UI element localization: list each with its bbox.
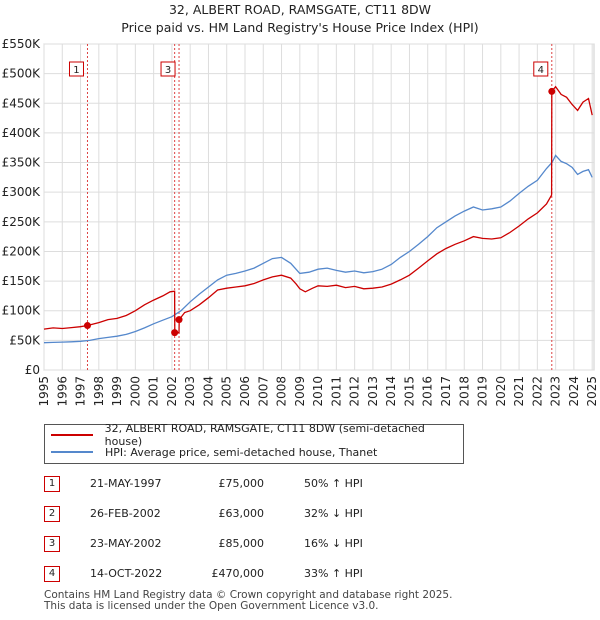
transaction-number: 3 — [44, 536, 60, 552]
legend-label-property: 32, ALBERT ROAD, RAMSGATE, CT11 8DW (sem… — [104, 422, 425, 448]
sale-point — [171, 329, 179, 337]
x-tick-label: 2006 — [238, 376, 252, 407]
y-tick-label: £100K — [2, 304, 42, 318]
table-row: 3 23-MAY-2002 £85,000 16% ↓ HPI — [44, 534, 464, 554]
y-tick-label: £500K — [2, 67, 42, 81]
chart-title: 32, ALBERT ROAD, RAMSGATE, CT11 8DW — [168, 2, 432, 17]
transaction-price: £85,000 — [218, 537, 265, 550]
marker-label-box — [160, 61, 176, 77]
chart-subtitle: Price paid vs. HM Land Registry's House … — [121, 20, 479, 35]
transaction-number: 4 — [44, 566, 60, 582]
x-tick-label: 2022 — [530, 376, 544, 407]
y-tick-label: £250K — [2, 215, 42, 229]
y-tick-label: £300K — [2, 185, 42, 199]
x-tick-label: 2009 — [293, 376, 307, 407]
x-tick-label: 2001 — [147, 376, 161, 407]
marker-label: 1 — [73, 65, 79, 76]
transaction-date: 14-OCT-2022 — [90, 567, 163, 580]
legend-swatch-property — [51, 434, 93, 436]
x-tick-label: 1997 — [74, 376, 88, 407]
x-tick-label: 2017 — [439, 376, 453, 407]
x-tick-label: 2023 — [549, 376, 563, 407]
y-tick-label: £400K — [2, 126, 42, 140]
x-tick-label: 2000 — [128, 376, 142, 407]
x-tick-label: 2007 — [256, 376, 270, 407]
marker-label: 3 — [165, 65, 171, 76]
x-tick-label: 2014 — [384, 376, 398, 407]
table-row: 4 14-OCT-2022 £470,000 33% ↑ HPI — [44, 564, 464, 584]
price-chart: £0 £50K £100K £150K £200K £250K £300K £350K £400… — [2, 37, 600, 407]
x-tick-label: 2021 — [512, 376, 526, 407]
x-tick-label: 2011 — [329, 376, 343, 407]
x-tick-label: 2008 — [275, 376, 289, 407]
footer-licence: This data is licensed under the Open Gov… — [44, 600, 379, 612]
x-tick-label: 2020 — [494, 376, 508, 407]
x-tick-label: 2013 — [366, 376, 380, 407]
footer: Contains HM Land Registry data © Crown c… — [44, 590, 452, 612]
x-tick-label: 2005 — [220, 376, 234, 407]
legend-item-property: 32, ALBERT ROAD, RAMSGATE, CT11 8DW (sem… — [51, 422, 463, 448]
transaction-price: £63,000 — [218, 507, 265, 520]
transaction-date: 26-FEB-2002 — [90, 507, 161, 520]
plot-area — [43, 43, 595, 371]
transaction-hpi: 32% ↓ HPI — [304, 507, 363, 520]
x-tick-label: 2019 — [476, 376, 490, 407]
marker-label-box — [68, 61, 84, 77]
transaction-date: 21-MAY-1997 — [90, 477, 162, 490]
y-tick-label: £0 — [25, 363, 40, 377]
transaction-date: 23-MAY-2002 — [90, 537, 162, 550]
y-tick-label: £450K — [2, 96, 42, 110]
x-tick-label: 2015 — [402, 376, 416, 407]
x-tick-label: 2003 — [183, 376, 197, 407]
legend-swatch-hpi — [51, 451, 93, 453]
y-tick-label: £150K — [2, 274, 42, 288]
footer-copyright: Contains HM Land Registry data © Crown c… — [44, 589, 453, 601]
y-tick-label: £550K — [2, 37, 42, 51]
marker-label: 4 — [538, 65, 544, 76]
x-tick-label: 2010 — [311, 376, 325, 407]
x-tick-label: 1995 — [37, 376, 51, 407]
x-tick-label: 2002 — [165, 376, 179, 407]
x-tick-label: 2018 — [457, 376, 471, 407]
sale-point — [83, 322, 91, 330]
x-tick-label: 1996 — [55, 376, 69, 407]
marker-label-box — [533, 61, 549, 77]
transaction-number: 2 — [44, 506, 60, 522]
legend-item-hpi: HPI: Average price, semi-detached house,… — [51, 444, 377, 460]
transaction-hpi: 33% ↑ HPI — [304, 567, 363, 580]
series-line — [43, 154, 593, 344]
sale-point — [548, 87, 556, 95]
x-tick-label: 2024 — [567, 376, 581, 407]
x-tick-label: 1998 — [92, 376, 106, 407]
x-tick-label: 2004 — [201, 376, 215, 407]
transaction-number: 1 — [44, 476, 60, 492]
x-tick-label: 1999 — [110, 376, 124, 407]
y-tick-label: £200K — [2, 244, 42, 258]
sale-point — [175, 316, 183, 324]
x-tick-label: 2016 — [421, 376, 435, 407]
transaction-hpi: 16% ↓ HPI — [304, 537, 363, 550]
table-row: 2 26-FEB-2002 £63,000 32% ↓ HPI — [44, 504, 464, 524]
transaction-price: £75,000 — [218, 477, 265, 490]
y-tick-label: £50K — [9, 333, 41, 347]
transaction-price: £470,000 — [211, 567, 265, 580]
x-tick-label: 2012 — [348, 376, 362, 407]
legend: 32, ALBERT ROAD, RAMSGATE, CT11 8DW (sem… — [44, 422, 464, 464]
legend-label-hpi: HPI: Average price, semi-detached house,… — [105, 445, 378, 459]
y-tick-label: £350K — [2, 156, 42, 170]
table-row: 1 21-MAY-1997 £75,000 50% ↑ HPI — [44, 474, 464, 494]
series-line — [43, 85, 593, 334]
transaction-hpi: 50% ↑ HPI — [304, 477, 363, 490]
x-tick-label: 2025 — [585, 376, 599, 407]
